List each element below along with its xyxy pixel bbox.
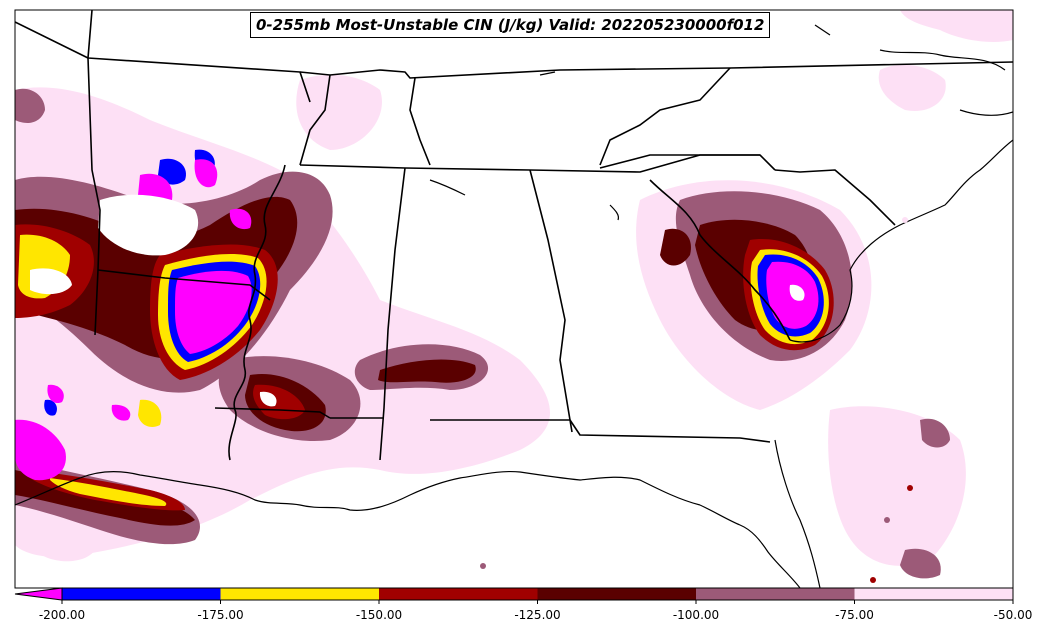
colorbar-tick-label: -125.00 [514,608,561,622]
colorbar-bin-5 [854,588,1013,600]
colorbar-bin-4 [696,588,855,600]
colorbar-bin-3 [537,588,696,600]
colorbar-tick-label: -150.00 [355,608,403,622]
colorbar-tick-label: -75.00 [835,608,874,622]
scattered-cells [480,217,913,583]
map-title: 0-255mb Most-Unstable CIN (J/kg) Valid: … [250,12,771,38]
colorbar [14,587,1014,604]
map-area [15,10,1013,588]
colorbar-tick-label: -200.00 [38,608,86,622]
cin-gaps [30,194,805,407]
colorbar-tick-label: -175.00 [197,608,244,622]
colorbar-bin-1 [220,588,379,600]
colorbar-tick-label: -100.00 [672,608,720,622]
colorbar-under-extension [14,587,63,601]
colorbar-bin-2 [379,588,538,600]
colorbar-bin-0 [62,588,221,600]
colorbar-tick-label: -50.00 [993,608,1033,622]
state-boundaries [15,10,1013,461]
coastlines [15,24,1013,588]
